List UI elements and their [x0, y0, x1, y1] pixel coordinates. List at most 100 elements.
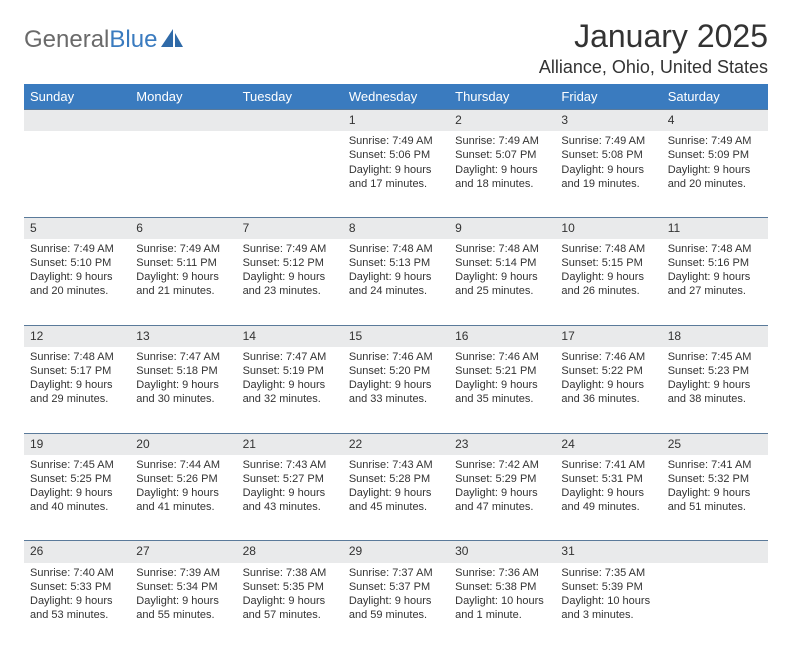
daylight-line: Daylight: 9 hours and 23 minutes. — [243, 270, 337, 298]
day-detail-cell: Sunrise: 7:39 AMSunset: 5:34 PMDaylight:… — [130, 563, 236, 649]
sunset-line: Sunset: 5:08 PM — [561, 148, 655, 162]
sunrise-line: Sunrise: 7:48 AM — [455, 242, 549, 256]
day-number-cell: 17 — [555, 325, 661, 347]
day-detail-cell: Sunrise: 7:36 AMSunset: 5:38 PMDaylight:… — [449, 563, 555, 649]
sunrise-line: Sunrise: 7:44 AM — [136, 458, 230, 472]
daylight-line: Daylight: 9 hours and 20 minutes. — [30, 270, 124, 298]
logo: General Blue — [24, 26, 185, 54]
day-detail-cell: Sunrise: 7:45 AMSunset: 5:25 PMDaylight:… — [24, 455, 130, 541]
day-header: Friday — [555, 84, 661, 110]
daylight-line: Daylight: 9 hours and 49 minutes. — [561, 486, 655, 514]
day-number-cell: 19 — [24, 433, 130, 455]
detail-row: Sunrise: 7:40 AMSunset: 5:33 PMDaylight:… — [24, 563, 768, 649]
day-number-cell: 22 — [343, 433, 449, 455]
title-block: January 2025 Alliance, Ohio, United Stat… — [539, 18, 768, 78]
day-header: Saturday — [662, 84, 768, 110]
daylight-line: Daylight: 9 hours and 47 minutes. — [455, 486, 549, 514]
day-number-cell — [662, 541, 768, 563]
day-detail-cell: Sunrise: 7:43 AMSunset: 5:28 PMDaylight:… — [343, 455, 449, 541]
day-detail-cell: Sunrise: 7:35 AMSunset: 5:39 PMDaylight:… — [555, 563, 661, 649]
day-detail-cell: Sunrise: 7:49 AMSunset: 5:12 PMDaylight:… — [237, 239, 343, 325]
daynum-row: 567891011 — [24, 217, 768, 239]
sunrise-line: Sunrise: 7:37 AM — [349, 566, 443, 580]
daylight-line: Daylight: 9 hours and 33 minutes. — [349, 378, 443, 406]
sunset-line: Sunset: 5:32 PM — [668, 472, 762, 486]
sunset-line: Sunset: 5:28 PM — [349, 472, 443, 486]
day-number-cell: 16 — [449, 325, 555, 347]
sunrise-line: Sunrise: 7:38 AM — [243, 566, 337, 580]
day-detail-cell — [130, 131, 236, 217]
day-number-cell: 8 — [343, 217, 449, 239]
sunset-line: Sunset: 5:19 PM — [243, 364, 337, 378]
daylight-line: Daylight: 9 hours and 21 minutes. — [136, 270, 230, 298]
day-number-cell: 1 — [343, 110, 449, 132]
sunset-line: Sunset: 5:13 PM — [349, 256, 443, 270]
logo-word-2: Blue — [109, 26, 157, 54]
sunrise-line: Sunrise: 7:49 AM — [30, 242, 124, 256]
sunrise-line: Sunrise: 7:49 AM — [136, 242, 230, 256]
calendar-page: General Blue January 2025 Alliance, Ohio… — [0, 0, 792, 612]
sunset-line: Sunset: 5:07 PM — [455, 148, 549, 162]
day-number-cell: 28 — [237, 541, 343, 563]
day-number-cell: 15 — [343, 325, 449, 347]
daylight-line: Daylight: 9 hours and 32 minutes. — [243, 378, 337, 406]
sunset-line: Sunset: 5:21 PM — [455, 364, 549, 378]
day-number-cell: 11 — [662, 217, 768, 239]
day-detail-cell — [24, 131, 130, 217]
day-detail-cell: Sunrise: 7:43 AMSunset: 5:27 PMDaylight:… — [237, 455, 343, 541]
day-detail-cell: Sunrise: 7:46 AMSunset: 5:21 PMDaylight:… — [449, 347, 555, 433]
day-detail-cell: Sunrise: 7:45 AMSunset: 5:23 PMDaylight:… — [662, 347, 768, 433]
day-detail-cell — [662, 563, 768, 649]
sunrise-line: Sunrise: 7:46 AM — [561, 350, 655, 364]
detail-row: Sunrise: 7:48 AMSunset: 5:17 PMDaylight:… — [24, 347, 768, 433]
daylight-line: Daylight: 9 hours and 38 minutes. — [668, 378, 762, 406]
day-detail-cell: Sunrise: 7:37 AMSunset: 5:37 PMDaylight:… — [343, 563, 449, 649]
daynum-row: 12131415161718 — [24, 325, 768, 347]
daylight-line: Daylight: 9 hours and 20 minutes. — [668, 163, 762, 191]
day-number-cell: 13 — [130, 325, 236, 347]
daylight-line: Daylight: 9 hours and 55 minutes. — [136, 594, 230, 622]
day-detail-cell: Sunrise: 7:44 AMSunset: 5:26 PMDaylight:… — [130, 455, 236, 541]
sunset-line: Sunset: 5:37 PM — [349, 580, 443, 594]
day-detail-cell: Sunrise: 7:49 AMSunset: 5:08 PMDaylight:… — [555, 131, 661, 217]
sunrise-line: Sunrise: 7:46 AM — [349, 350, 443, 364]
day-detail-cell: Sunrise: 7:40 AMSunset: 5:33 PMDaylight:… — [24, 563, 130, 649]
day-detail-cell: Sunrise: 7:48 AMSunset: 5:13 PMDaylight:… — [343, 239, 449, 325]
day-detail-cell: Sunrise: 7:46 AMSunset: 5:20 PMDaylight:… — [343, 347, 449, 433]
page-header: General Blue January 2025 Alliance, Ohio… — [24, 18, 768, 78]
daylight-line: Daylight: 10 hours and 1 minute. — [455, 594, 549, 622]
day-detail-cell: Sunrise: 7:41 AMSunset: 5:31 PMDaylight:… — [555, 455, 661, 541]
sunset-line: Sunset: 5:16 PM — [668, 256, 762, 270]
day-detail-cell: Sunrise: 7:42 AMSunset: 5:29 PMDaylight:… — [449, 455, 555, 541]
day-number-cell: 6 — [130, 217, 236, 239]
sunset-line: Sunset: 5:17 PM — [30, 364, 124, 378]
day-detail-cell — [237, 131, 343, 217]
day-number-cell: 9 — [449, 217, 555, 239]
day-number-cell: 14 — [237, 325, 343, 347]
day-number-cell: 25 — [662, 433, 768, 455]
sunrise-line: Sunrise: 7:40 AM — [30, 566, 124, 580]
daylight-line: Daylight: 9 hours and 30 minutes. — [136, 378, 230, 406]
day-number-cell — [130, 110, 236, 132]
sunset-line: Sunset: 5:12 PM — [243, 256, 337, 270]
daylight-line: Daylight: 9 hours and 41 minutes. — [136, 486, 230, 514]
sunrise-line: Sunrise: 7:46 AM — [455, 350, 549, 364]
daylight-line: Daylight: 9 hours and 18 minutes. — [455, 163, 549, 191]
sail-icon — [159, 27, 185, 54]
daylight-line: Daylight: 9 hours and 43 minutes. — [243, 486, 337, 514]
day-number-cell: 31 — [555, 541, 661, 563]
day-number-cell: 23 — [449, 433, 555, 455]
sunset-line: Sunset: 5:06 PM — [349, 148, 443, 162]
calendar-body: 1234Sunrise: 7:49 AMSunset: 5:06 PMDayli… — [24, 110, 768, 649]
sunset-line: Sunset: 5:18 PM — [136, 364, 230, 378]
sunrise-line: Sunrise: 7:43 AM — [243, 458, 337, 472]
day-detail-cell: Sunrise: 7:48 AMSunset: 5:15 PMDaylight:… — [555, 239, 661, 325]
daylight-line: Daylight: 9 hours and 59 minutes. — [349, 594, 443, 622]
day-header: Tuesday — [237, 84, 343, 110]
sunset-line: Sunset: 5:35 PM — [243, 580, 337, 594]
sunrise-line: Sunrise: 7:48 AM — [668, 242, 762, 256]
daylight-line: Daylight: 9 hours and 45 minutes. — [349, 486, 443, 514]
daylight-line: Daylight: 9 hours and 40 minutes. — [30, 486, 124, 514]
sunrise-line: Sunrise: 7:47 AM — [243, 350, 337, 364]
day-detail-cell: Sunrise: 7:47 AMSunset: 5:19 PMDaylight:… — [237, 347, 343, 433]
